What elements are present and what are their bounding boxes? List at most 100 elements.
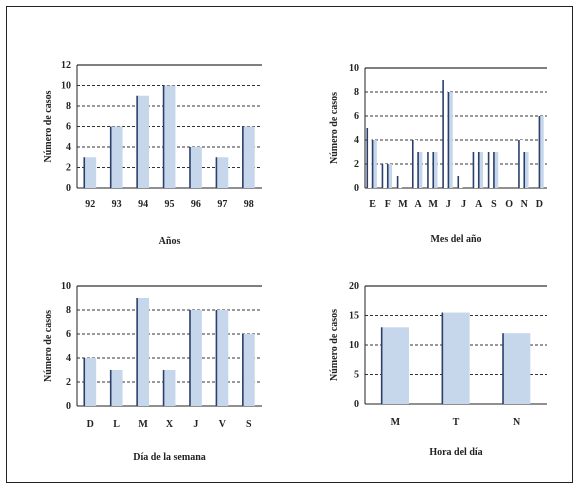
x-tick-label: D bbox=[536, 199, 543, 210]
x-tick-label: T bbox=[453, 417, 460, 428]
y-tick-label: 4 bbox=[66, 353, 71, 364]
y-tick-label: 0 bbox=[354, 399, 359, 410]
bar bbox=[382, 164, 387, 188]
bar bbox=[478, 152, 484, 188]
bar bbox=[427, 152, 433, 188]
x-tick-label: V bbox=[219, 419, 227, 430]
bar bbox=[473, 152, 478, 188]
y-tick-label: 15 bbox=[349, 311, 359, 322]
bar bbox=[84, 157, 97, 188]
x-tick-label: M bbox=[429, 199, 439, 210]
x-tick-label: 93 bbox=[112, 199, 122, 210]
x-tick-label: 94 bbox=[138, 199, 148, 210]
x-tick-label: 95 bbox=[165, 199, 175, 210]
bar bbox=[189, 147, 202, 188]
y-axis-label: Número de casos bbox=[43, 310, 54, 382]
chart-hours: 0 5 10 15 20 M T N Hora del día Número de casos bbox=[329, 281, 547, 458]
chart-years: 0 2 4 6 8 10 12 92 93 94 95 96 97 98 Años Número de cas… bbox=[43, 60, 262, 247]
x-tick-label: S bbox=[246, 419, 252, 430]
bar bbox=[488, 152, 493, 188]
x-tick-label: 97 bbox=[217, 199, 227, 210]
x-tick-label: M bbox=[138, 419, 148, 430]
bar bbox=[189, 310, 202, 406]
y-tick-label: 8 bbox=[66, 101, 71, 112]
bar bbox=[458, 176, 463, 188]
bar bbox=[433, 152, 438, 188]
bar bbox=[163, 370, 176, 406]
y-tick-label: 10 bbox=[349, 340, 359, 351]
x-axis-label: Día de la semana bbox=[133, 452, 206, 463]
figure-frame: 0 2 4 6 8 10 12 92 93 94 95 96 97 98 Años Número de cas… bbox=[6, 6, 573, 483]
y-tick-label: 10 bbox=[349, 63, 359, 74]
bar bbox=[367, 128, 372, 188]
bar bbox=[137, 298, 150, 406]
bar bbox=[493, 152, 499, 188]
y-tick-label: 2 bbox=[66, 377, 71, 388]
bar bbox=[381, 327, 409, 404]
x-tick-label: O bbox=[505, 199, 513, 210]
y-axis-label: Número de casos bbox=[329, 92, 340, 164]
chart-weekdays: 0 2 4 6 8 10 D L M X J V S Día de la semana Número de … bbox=[43, 281, 262, 463]
x-tick-label: J bbox=[461, 199, 466, 210]
bar bbox=[518, 140, 524, 188]
bar bbox=[110, 370, 123, 406]
y-axis-label: Número de casos bbox=[329, 309, 340, 381]
y-tick-label: 6 bbox=[354, 111, 359, 122]
y-axis-label: Número de casos bbox=[43, 90, 54, 162]
x-axis-label: Hora del día bbox=[429, 447, 482, 458]
x-tick-label: 92 bbox=[85, 199, 95, 210]
y-tick-label: 10 bbox=[61, 281, 71, 292]
bar bbox=[524, 152, 529, 188]
y-tick-label: 8 bbox=[354, 87, 359, 98]
bar bbox=[418, 152, 423, 188]
y-tick-label: 12 bbox=[61, 60, 71, 71]
x-tick-label: A bbox=[414, 199, 422, 210]
y-tick-label: 4 bbox=[354, 135, 359, 146]
x-tick-label: M bbox=[391, 417, 401, 428]
bar bbox=[442, 312, 470, 404]
y-tick-label: 6 bbox=[66, 329, 71, 340]
y-tick-label: 2 bbox=[66, 163, 71, 174]
bar bbox=[372, 140, 377, 188]
y-tick-label: 4 bbox=[66, 142, 71, 153]
x-tick-label: D bbox=[87, 419, 94, 430]
bar bbox=[84, 358, 97, 406]
x-tick-label: 98 bbox=[244, 199, 254, 210]
bar bbox=[110, 126, 123, 188]
bar bbox=[242, 126, 255, 188]
x-tick-label: 96 bbox=[191, 199, 201, 210]
x-axis-label: Mes del año bbox=[430, 234, 481, 245]
bar bbox=[216, 310, 229, 406]
x-tick-label: E bbox=[369, 199, 376, 210]
bar bbox=[412, 140, 418, 188]
x-tick-label: M bbox=[398, 199, 408, 210]
x-tick-label: N bbox=[513, 417, 521, 428]
bar bbox=[448, 92, 453, 188]
y-tick-label: 8 bbox=[66, 305, 71, 316]
x-tick-label: J bbox=[193, 419, 198, 430]
y-tick-label: 5 bbox=[354, 370, 359, 381]
x-tick-label: N bbox=[521, 199, 529, 210]
bar bbox=[242, 334, 255, 406]
x-tick-label: S bbox=[491, 199, 497, 210]
bar bbox=[397, 176, 402, 188]
charts-canvas: 0 2 4 6 8 10 12 92 93 94 95 96 97 98 Años Número de cas… bbox=[43, 60, 547, 463]
y-tick-label: 0 bbox=[66, 183, 71, 194]
y-tick-label: 20 bbox=[349, 281, 359, 292]
x-tick-label: L bbox=[113, 419, 120, 430]
bar bbox=[137, 95, 150, 188]
y-tick-label: 0 bbox=[66, 401, 71, 412]
y-tick-label: 0 bbox=[354, 183, 359, 194]
bar bbox=[387, 164, 393, 188]
bar bbox=[503, 333, 531, 404]
x-tick-label: J bbox=[446, 199, 451, 210]
y-tick-label: 6 bbox=[66, 122, 71, 133]
x-axis-label: Años bbox=[159, 236, 181, 247]
y-tick-label: 10 bbox=[61, 81, 71, 92]
bar bbox=[216, 157, 229, 188]
bar bbox=[539, 116, 544, 188]
x-tick-label: X bbox=[166, 419, 174, 430]
x-tick-label: F bbox=[385, 199, 391, 210]
x-tick-label: A bbox=[475, 199, 483, 210]
